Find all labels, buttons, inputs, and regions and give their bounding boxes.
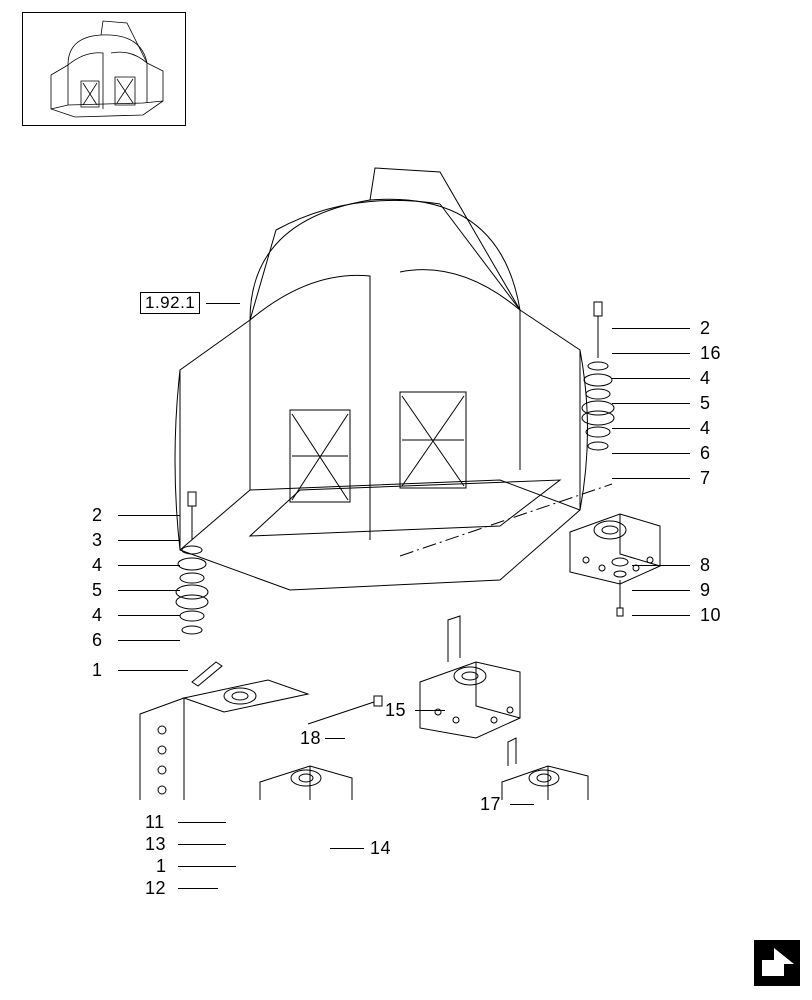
leader-line	[632, 565, 690, 566]
leader-line	[612, 428, 690, 429]
callout-number: 12	[145, 878, 166, 899]
bracket-15-icon	[420, 616, 520, 738]
callout-number: 1	[92, 660, 103, 681]
leader-line	[118, 565, 180, 566]
callout-number: 4	[92, 555, 103, 576]
callout-number: 13	[145, 834, 166, 855]
callout-number: 8	[700, 555, 711, 576]
leader-line	[415, 710, 445, 711]
leader-line	[632, 590, 690, 591]
leader-line	[178, 844, 226, 845]
leader-line	[612, 403, 690, 404]
leader-line	[178, 866, 236, 867]
callout-number: 2	[700, 318, 711, 339]
leader-line	[612, 453, 690, 454]
leader-line	[178, 888, 218, 889]
leader-line	[118, 590, 180, 591]
leader-line	[118, 515, 180, 516]
leader-line	[118, 640, 180, 641]
bracket-17-icon	[502, 738, 588, 800]
next-page-icon[interactable]	[754, 940, 800, 986]
leader-line	[178, 822, 226, 823]
leader-line	[612, 328, 690, 329]
leader-line	[118, 540, 180, 541]
callout-number: 11	[145, 812, 165, 833]
callout-number: 10	[700, 605, 721, 626]
callout-number: 3	[92, 530, 103, 551]
callout-number: 1	[156, 856, 167, 877]
cab-frame-icon	[175, 168, 588, 590]
callout-number: 6	[92, 630, 103, 651]
callout-number: 9	[700, 580, 711, 601]
callout-number: 5	[700, 393, 711, 414]
callout-number: 7	[700, 468, 711, 489]
leader-line	[330, 848, 364, 849]
leader-line	[510, 804, 534, 805]
stud-8-9-10-icon	[612, 558, 628, 616]
diagram-page: 1.92.1	[0, 0, 812, 1000]
callout-number: 5	[92, 580, 103, 601]
callout-number: 18	[300, 728, 321, 749]
left-fastener-stack-icon	[176, 492, 208, 634]
callout-number: 4	[700, 368, 711, 389]
thumbnail-cab-drawing	[23, 13, 185, 125]
leader-line	[118, 670, 188, 671]
leader-line	[612, 378, 690, 379]
callout-number: 14	[370, 838, 391, 859]
leader-line	[612, 353, 690, 354]
right-fastener-stack-icon	[582, 302, 614, 450]
callout-number: 2	[92, 505, 103, 526]
leader-line	[325, 738, 345, 739]
callout-number: 15	[385, 700, 406, 721]
bracket-7-icon	[570, 514, 660, 584]
leader-line	[632, 615, 690, 616]
callout-number: 17	[480, 794, 501, 815]
callout-number: 16	[700, 343, 721, 364]
callout-number: 4	[92, 605, 103, 626]
callout-number: 4	[700, 418, 711, 439]
leader-line	[118, 615, 180, 616]
callout-number: 6	[700, 443, 711, 464]
leader-line	[612, 478, 690, 479]
thumbnail-box	[22, 12, 186, 126]
bracket-cluster-lower-left-icon	[140, 662, 388, 800]
